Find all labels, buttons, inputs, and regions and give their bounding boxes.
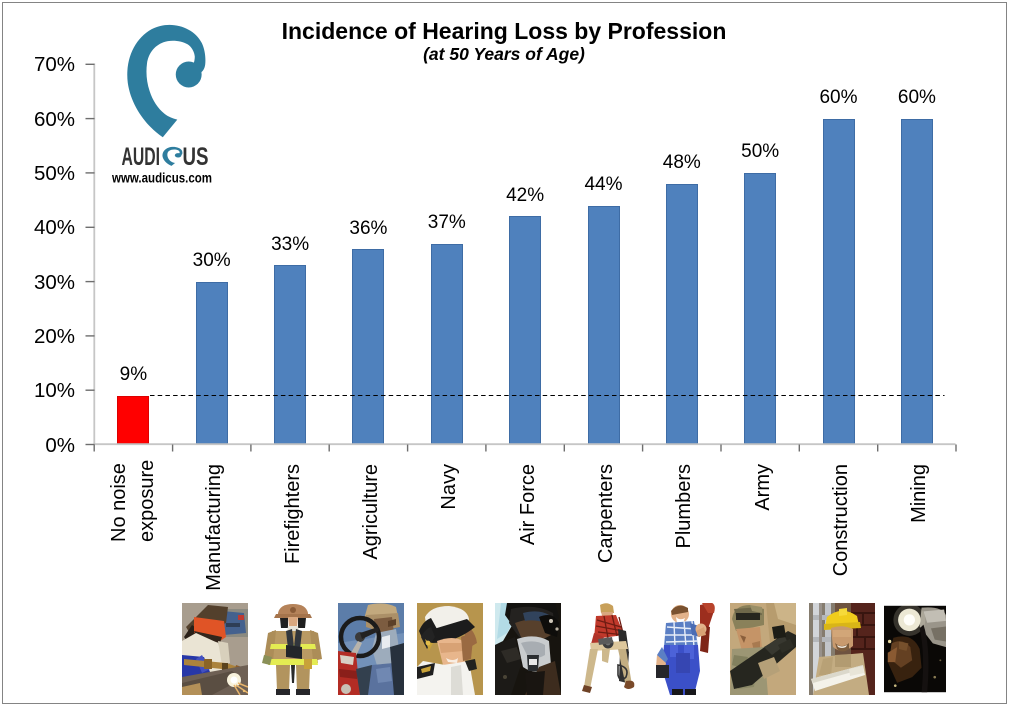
svg-text:AUDI: AUDI [122, 143, 161, 171]
svg-text:US: US [183, 143, 209, 171]
svg-text:www.audicus.com: www.audicus.com [111, 171, 212, 186]
